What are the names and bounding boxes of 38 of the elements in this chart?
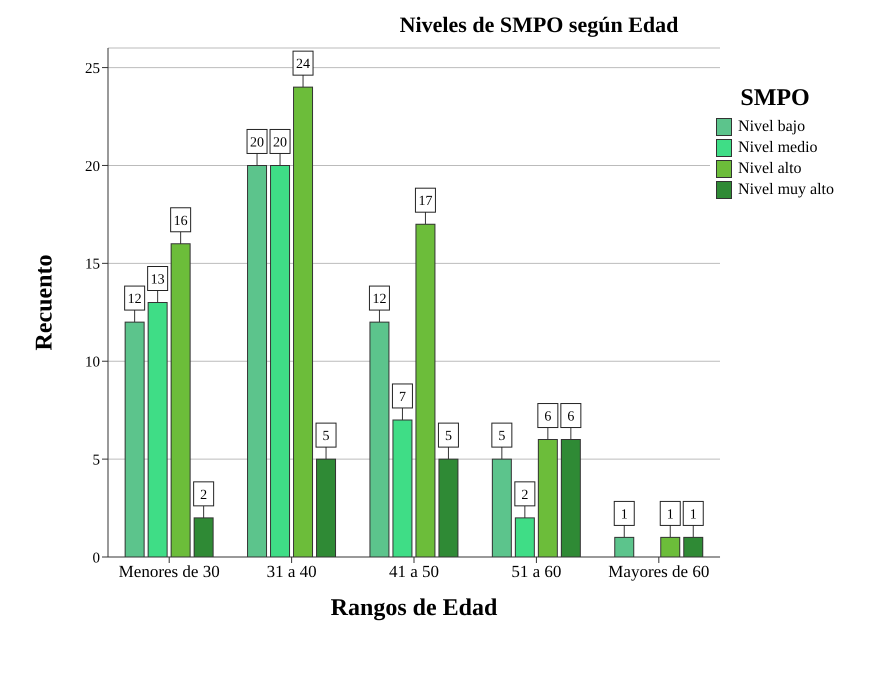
data-label: 20	[250, 135, 264, 150]
y-axis-title: Recuento	[32, 254, 58, 350]
x-tick-label: Menores de 30	[118, 562, 220, 582]
data-label: 7	[398, 390, 406, 405]
data-label: 16	[174, 214, 188, 229]
x-tick-label: Mayores de 60	[608, 562, 710, 582]
y-tick-label: 25	[85, 60, 100, 77]
data-label: 1	[620, 507, 628, 522]
x-tick-label: 31 a 40	[266, 562, 317, 582]
y-tick-label: 10	[85, 354, 100, 371]
data-label: 5	[444, 429, 452, 444]
data-label: 6	[567, 410, 574, 425]
legend-label: Nivel bajo	[737, 118, 806, 136]
legend-title: SMPO	[739, 85, 811, 112]
y-tick-label: 20	[85, 158, 100, 175]
data-label: 20	[273, 135, 288, 150]
data-label: 24	[296, 57, 310, 72]
data-label: 12	[372, 292, 386, 308]
y-tick-label: 15	[85, 256, 100, 273]
data-label: 12	[128, 292, 142, 308]
data-label: 2	[200, 488, 208, 503]
data-label: 6	[544, 410, 552, 425]
x-axis-title: Rangos de Edad	[330, 595, 498, 621]
x-tick-label: 51 a 60	[511, 562, 562, 582]
legend-label: Nivel muy alto	[737, 181, 834, 199]
x-tick-label: 41 a 50	[388, 562, 440, 582]
data-label: 1	[690, 507, 697, 522]
data-label: 2	[521, 488, 528, 503]
data-label: 17	[418, 194, 432, 210]
legend-label: Nivel alto	[737, 160, 803, 178]
data-label: 5	[498, 429, 506, 444]
data-label: 5	[322, 429, 330, 444]
chart-title: Niveles de SMPO según Edad	[398, 12, 680, 38]
y-tick-label: 5	[92, 452, 100, 468]
y-tick-label: 0	[92, 550, 100, 566]
data-label: 13	[150, 272, 165, 288]
legend-label: Nivel medio	[737, 139, 819, 157]
data-label: 1	[666, 507, 674, 522]
